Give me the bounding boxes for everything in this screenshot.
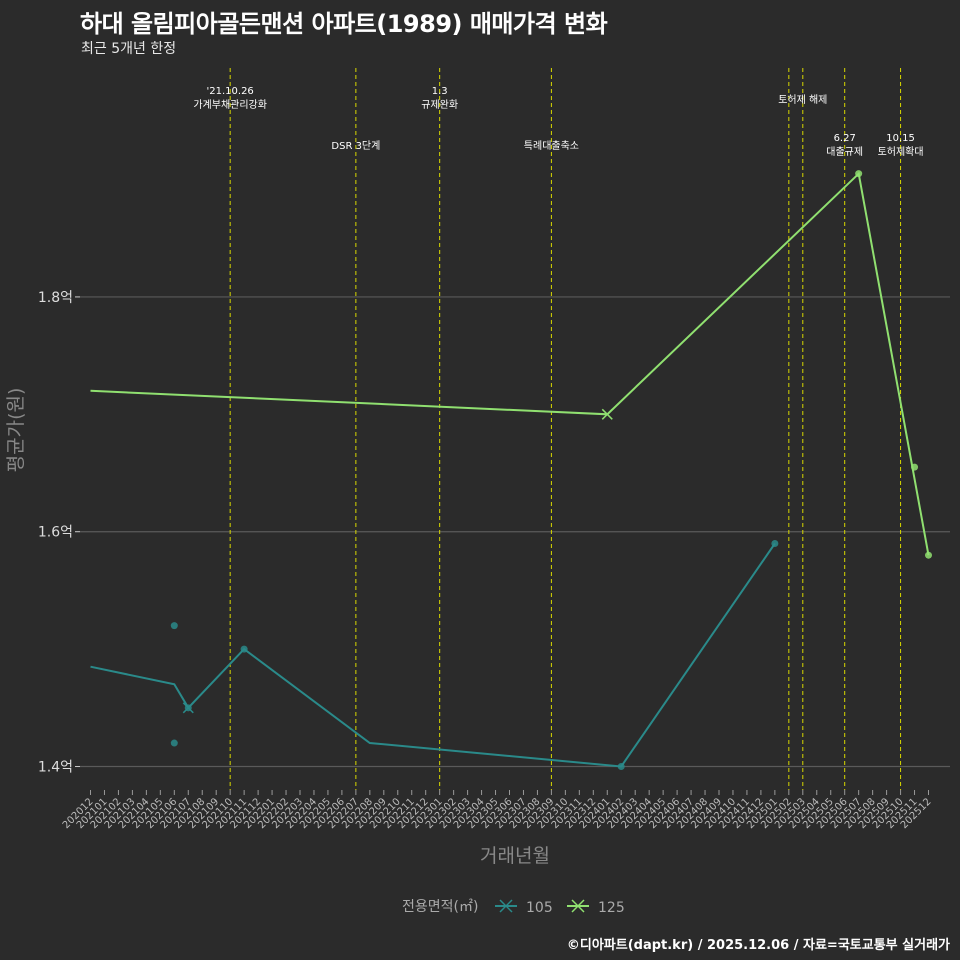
y-axis-title: 평균가(원)	[5, 388, 27, 473]
series-105-point	[240, 645, 248, 653]
series-125-cross-marker	[601, 408, 613, 420]
legend-title: 전용면적(㎡)	[402, 899, 478, 915]
event-label: 토허제 해제	[778, 93, 827, 106]
y-tick-label: 1.6억	[38, 525, 73, 541]
event-label: 1.3 규제완화	[421, 86, 458, 111]
series-105-line	[90, 542, 776, 768]
series-125-point	[925, 551, 932, 559]
series-125-cross-marker-stroke	[601, 408, 613, 420]
legend-label: 125	[598, 900, 625, 916]
legend-label: 105	[526, 900, 553, 916]
legend-key-marker-stroke	[571, 899, 585, 913]
event-label: 특례대출축소	[524, 140, 579, 152]
series-125-line	[90, 171, 930, 556]
series-105-point	[170, 739, 178, 747]
series-105-cross-marker	[182, 702, 194, 714]
series-105-point	[771, 539, 779, 547]
legend-key-marker	[571, 899, 585, 913]
event-label: DSR 3단계	[331, 140, 380, 152]
legend-key-marker	[499, 899, 513, 913]
series-125-point	[911, 463, 919, 471]
source-caption: ©디아파트(dapt.kr) / 2025.12.06 / 자료=국토교통부 실…	[566, 938, 950, 953]
series-105-point	[170, 622, 178, 630]
event-label: 6.27 대출규제	[826, 133, 863, 158]
y-tick-label: 1.4억	[38, 760, 73, 776]
chart-subtitle: 최근 5개년 한정	[81, 41, 177, 57]
x-axis-title: 거래년월	[480, 845, 550, 867]
chart-title: 하대 올림피아골든맨션 아파트(1989) 매매가격 변화	[80, 10, 608, 38]
series-125-point	[855, 170, 863, 178]
legend-key-marker-stroke	[499, 899, 513, 913]
event-label: 10.15 토허제확대	[878, 133, 924, 158]
series-105-point	[617, 763, 625, 771]
event-label: '21.10.26 가계부채관리강화	[193, 86, 267, 111]
y-tick-label: 1.8억	[38, 290, 73, 306]
series-105-cross-marker-stroke	[182, 702, 194, 714]
